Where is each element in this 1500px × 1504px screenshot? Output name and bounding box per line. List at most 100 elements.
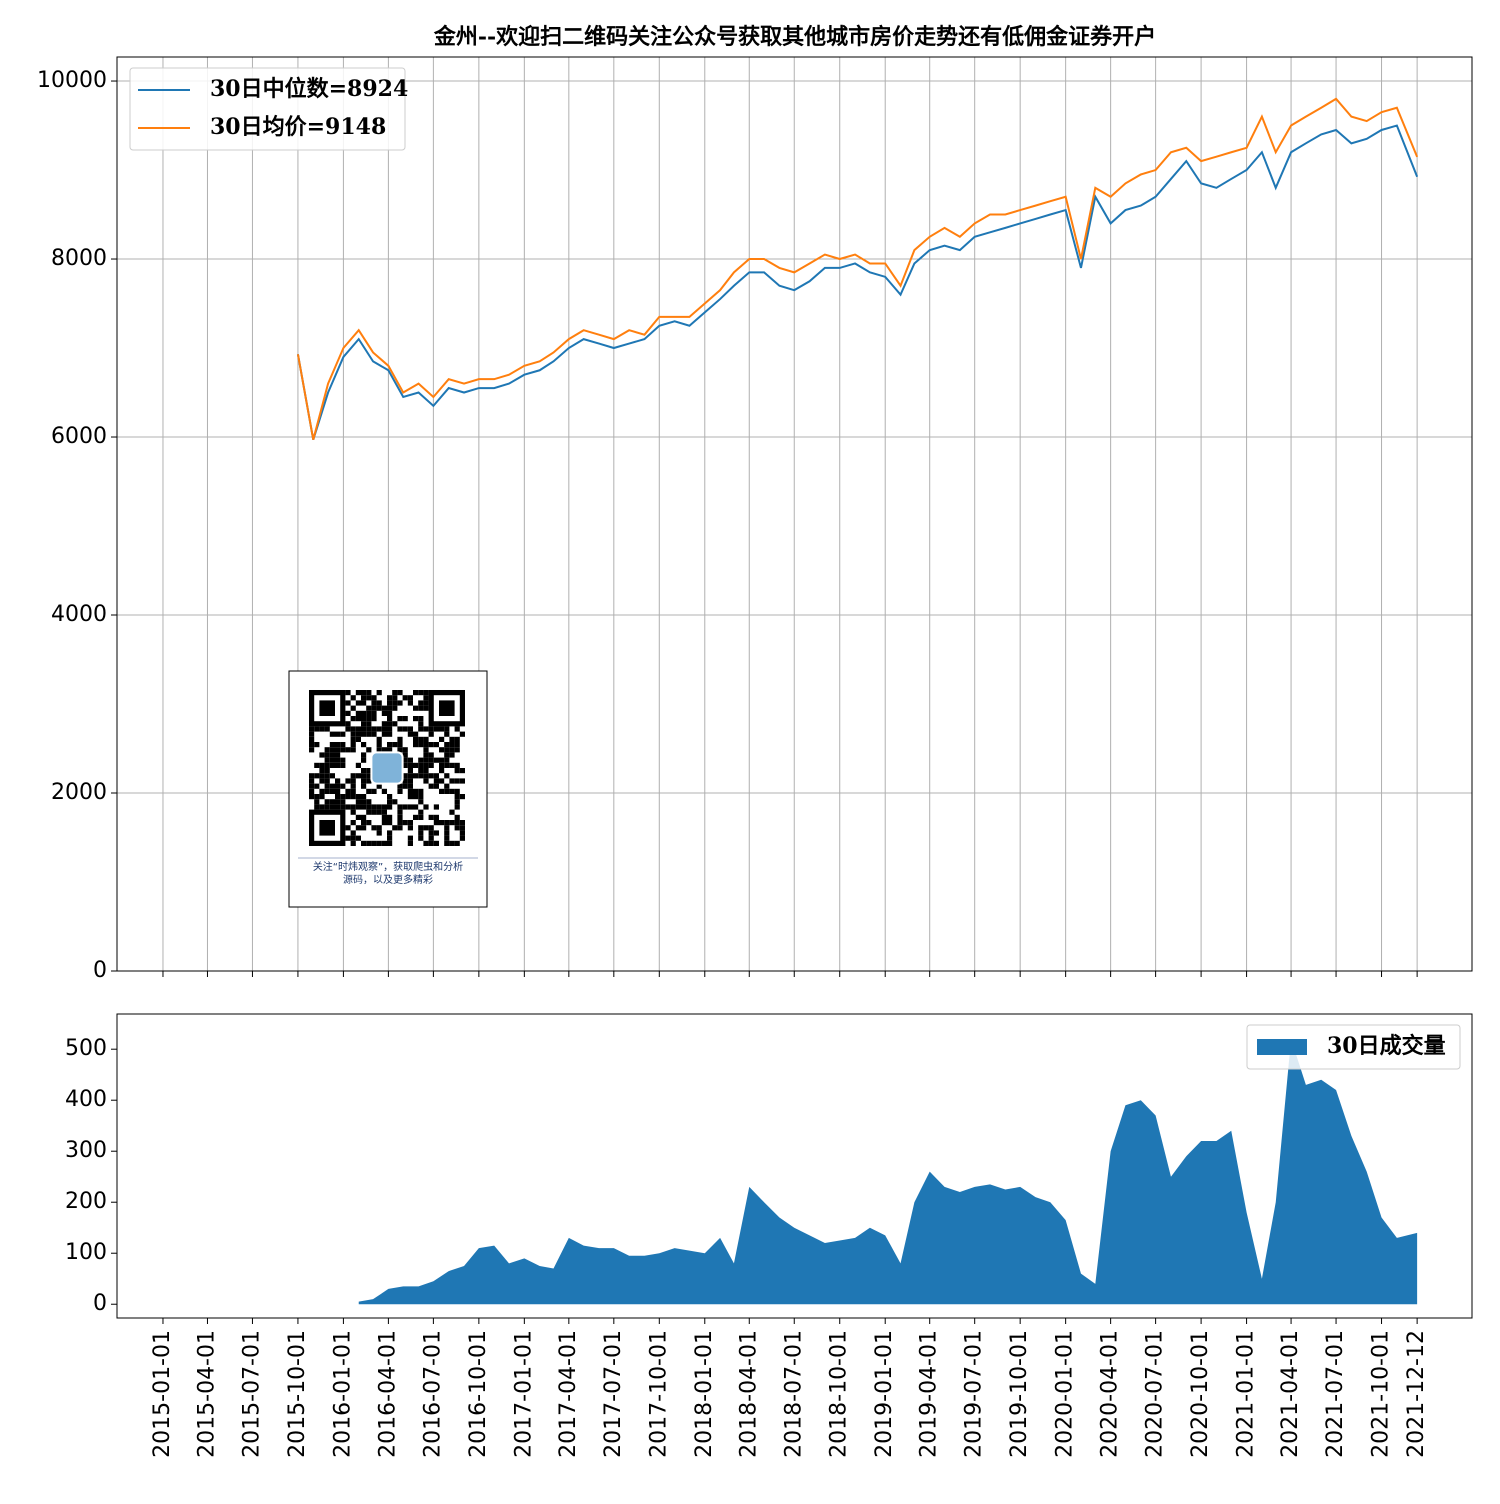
y-tick-label: 0 <box>93 958 107 983</box>
qr-module <box>397 747 403 753</box>
qr-module <box>324 773 330 779</box>
qr-module <box>355 736 361 742</box>
qr-module <box>428 726 434 732</box>
qr-module <box>366 690 372 696</box>
legend-box <box>129 67 406 151</box>
qr-module <box>439 747 445 753</box>
qr-module <box>376 840 382 846</box>
qr-module <box>433 783 439 789</box>
qr-module <box>449 840 455 846</box>
qr-module <box>413 814 419 820</box>
qr-module <box>366 731 372 737</box>
qr-module <box>433 814 439 820</box>
qr-module <box>340 762 346 768</box>
qr-module <box>324 768 330 774</box>
qr-module <box>397 825 403 831</box>
qr-module <box>392 742 398 748</box>
x-tick-label: 2017-07-01 <box>601 1330 626 1458</box>
qr-finder <box>309 689 346 727</box>
qr-module <box>361 773 367 779</box>
qr-module <box>361 690 367 696</box>
qr-module <box>335 804 341 810</box>
qr-module <box>454 799 460 805</box>
qr-module <box>418 799 424 805</box>
qr-module <box>371 716 377 722</box>
qr-module <box>361 731 367 737</box>
qr-module <box>335 731 341 737</box>
qr-module <box>423 736 429 742</box>
qr-module <box>335 788 341 794</box>
qr-module <box>407 783 413 789</box>
qr-module <box>329 731 335 737</box>
qr-module <box>361 695 367 701</box>
qr-module <box>407 820 413 826</box>
qr-module <box>361 799 367 805</box>
qr-module <box>366 768 372 774</box>
qr-module <box>444 757 450 763</box>
qr-module <box>387 742 393 748</box>
qr-module <box>309 726 315 732</box>
qr-module <box>433 773 439 779</box>
qr-module <box>428 835 434 841</box>
qr-finder <box>309 809 346 847</box>
qr-module <box>402 762 408 768</box>
qr-module <box>350 788 356 794</box>
qr-module <box>350 747 356 753</box>
qr-module <box>361 726 367 732</box>
qr-module <box>381 814 387 820</box>
qr-module <box>402 695 408 701</box>
qr-module <box>392 799 398 805</box>
qr-module <box>376 705 382 711</box>
qr-module <box>423 695 429 701</box>
y-tick-label: 4000 <box>51 602 107 627</box>
x-tick-label: 2015-10-01 <box>285 1330 310 1458</box>
qr-module <box>381 747 387 753</box>
qr-module <box>413 788 419 794</box>
qr-module <box>309 773 315 779</box>
y-tick-label: 8000 <box>51 246 107 271</box>
qr-module <box>345 804 351 810</box>
qr-module <box>444 762 450 768</box>
x-tick-label: 2021-12-12 <box>1404 1330 1429 1458</box>
qr-module <box>454 778 460 784</box>
qr-module <box>329 762 335 768</box>
x-tick-label: 2020-04-01 <box>1098 1330 1123 1458</box>
qr-module <box>449 736 455 742</box>
qr-module <box>423 705 429 711</box>
y-tick-label: 10000 <box>37 68 107 93</box>
qr-module <box>361 794 367 800</box>
x-tick-label: 2015-07-01 <box>239 1330 264 1458</box>
qr-module <box>413 794 419 800</box>
qr-module <box>324 783 330 789</box>
qr-module <box>387 721 393 727</box>
qr-module <box>345 788 351 794</box>
qr-module <box>423 778 429 784</box>
qr-module <box>355 825 361 831</box>
qr-module <box>366 788 372 794</box>
qr-module <box>335 757 341 763</box>
qr-module <box>366 799 372 805</box>
qr-module <box>355 710 361 716</box>
qr-module <box>345 726 351 732</box>
qr-module <box>418 716 424 722</box>
qr-module <box>402 820 408 826</box>
qr-module <box>428 825 434 831</box>
qr-module <box>376 742 382 748</box>
qr-module <box>423 762 429 768</box>
qr-module <box>361 757 367 763</box>
qr-module <box>459 825 465 831</box>
qr-module <box>433 726 439 732</box>
qr-module <box>449 820 455 826</box>
qr-module <box>407 700 413 706</box>
qr-module <box>454 814 460 820</box>
qr-module <box>444 783 450 789</box>
qr-module <box>439 788 445 794</box>
qr-module <box>340 757 346 763</box>
qr-module <box>355 794 361 800</box>
qr-module <box>324 752 330 758</box>
qr-module <box>361 825 367 831</box>
qr-module <box>371 809 377 815</box>
qr-module <box>433 820 439 826</box>
series-area <box>358 1038 1418 1305</box>
qr-module <box>319 804 325 810</box>
